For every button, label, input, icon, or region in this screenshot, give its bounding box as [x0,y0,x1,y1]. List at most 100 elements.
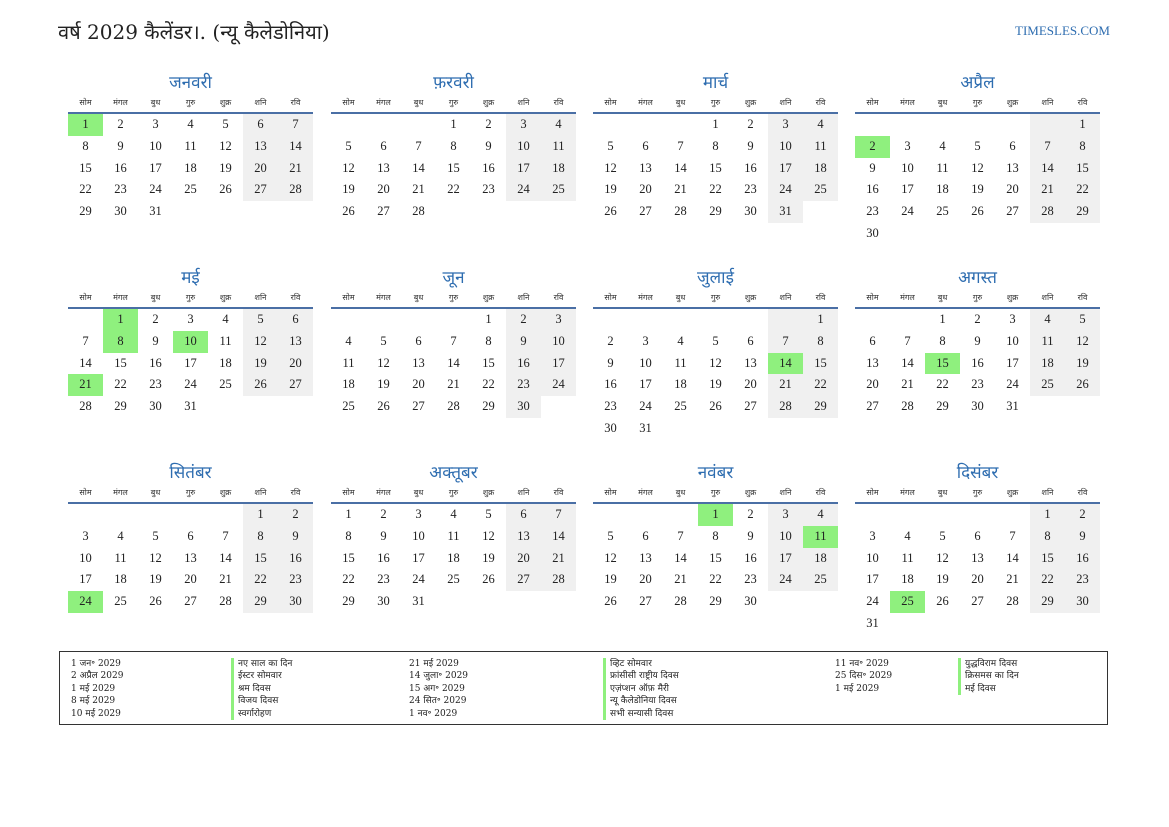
day-cell: 10 [541,330,576,353]
legend-holiday-name: व्हिट सोमवार [603,658,679,671]
day-grid: 1 2 3 4 5 6 7 8 9 10 11 12 13 14 15 16 17 18 19 20 21 22 23 24 2… [331,114,576,223]
empty-cell [995,114,1030,136]
weekday-label: सोम [79,98,92,107]
day-cell: 20 [866,377,879,392]
day-cell: 4 [187,117,194,131]
day-cell: 26 [377,399,390,414]
empty-cell [401,114,436,136]
day-cell: 2 [1065,504,1100,526]
month-block: मार्च सोम मंगल बुध गुरु शुक्र शनि रवि 1 2 3 4 5 6 7 8 9 1… [593,72,838,223]
empty-cell [593,114,628,136]
day-cell: 16 [149,355,162,370]
day-cell: 25 [674,399,687,414]
day-cell: 26 [149,594,162,609]
day-cell: 3 [1009,312,1016,326]
day-cell: 27 [412,399,425,414]
day-grid: 1 2 3 4 5 6 7 8 9 10 11 12 13 14 15 16 17 18 19 20 21 22 23 24 2… [593,504,838,613]
weekday-label: रवि [815,488,826,497]
day-cell: 18 [674,377,687,392]
legend-date: 11 नव॰ 2029 [835,659,889,669]
day-cell: 18 [219,355,232,370]
day-cell: 27 [184,594,197,609]
weekday-label: मंगल [900,293,915,302]
day-cell: 26 [709,399,722,414]
weekday-label: शुक्र [744,488,757,497]
day-cell: 18 [184,160,197,175]
day-cell: 9 [485,138,492,153]
holiday-day-cell: 2 [855,135,890,158]
day-cell: 12 [604,550,617,565]
day-cell: 8 [712,528,719,543]
day-cell: 26 [342,204,355,219]
day-cell: 15 [709,160,722,175]
weekday-label: शनि [1041,293,1054,302]
day-cell: 23 [377,572,390,587]
site-link[interactable]: TIMESLES.COM [1015,23,1110,38]
day-cell: 27 [243,179,278,202]
day-cell: 20 [278,352,313,375]
day-cell: 6 [243,114,278,136]
day-cell: 13 [278,330,313,353]
day-grid: 1 2 3 4 5 6 7 8 9 10 11 12 13 14 15 16 17 18 19 20 21 22 23 24 2… [68,114,313,223]
day-cell: 17 [149,160,162,175]
day-cell: 10 [901,160,914,175]
day-cell: 29 [936,399,949,414]
day-cell: 25 [219,377,232,392]
day-cell: 14 [541,525,576,548]
day-cell: 27 [971,594,984,609]
day-cell: 18 [803,547,838,570]
day-cell: 3 [415,507,422,521]
day-cell: 22 [114,377,127,392]
day-cell: 3 [152,117,159,131]
day-grid: 1 2 3 4 5 6 7 8 9 10 11 12 13 14 15 16 17 18 19 20 21 22 23 24 2… [593,114,838,223]
weekday-label: मंगल [900,488,915,497]
day-cell: 30 [744,594,757,609]
day-cell: 12 [377,355,390,370]
day-cell: 27 [1006,204,1019,219]
weekday-label: शुक्र [744,98,757,107]
day-cell: 24 [768,569,803,592]
day-cell: 20 [412,377,425,392]
weekday-header: सोम मंगल बुध गुरु शुक्र शनि रवि [855,484,1100,504]
day-cell: 14 [219,550,232,565]
day-cell: 4 [803,114,838,136]
day-cell: 24 [184,377,197,392]
weekday-label: सोम [342,98,355,107]
day-cell: 29 [709,594,722,609]
legend-holiday-name: मई दिवस [958,682,1019,696]
day-cell: 15 [447,160,460,175]
weekday-label: सोम [79,488,92,497]
weekday-label: मंगल [638,293,653,302]
day-cell: 23 [971,377,984,392]
day-cell: 14 [674,160,687,175]
holiday-day-cell: 25 [890,591,925,613]
month-name: अप्रैल [960,73,995,93]
day-cell: 4 [450,507,457,521]
day-cell: 7 [278,114,313,136]
weekday-label: गुरु [972,293,983,302]
day-cell: 29 [709,204,722,219]
empty-cell [890,114,925,136]
day-cell: 4 [345,333,352,348]
weekday-label: बुध [150,98,161,107]
weekday-label: गुरु [710,488,721,497]
legend-holiday-name: नए साल का दिन [231,658,292,671]
day-cell: 16 [278,547,313,570]
weekday-label: बुध [150,488,161,497]
day-cell: 3 [642,333,649,348]
day-cell: 27 [866,399,879,414]
empty-cell [138,504,173,526]
empty-cell [925,504,960,526]
empty-cell [593,504,628,526]
day-grid: 1 2 3 4 5 6 7 8 9 10 11 12 13 14 15 16 17 18 19 20 21 22 23 24 2… [68,309,313,418]
day-cell: 13 [412,355,425,370]
day-cell: 25 [1030,374,1065,397]
day-cell: 6 [747,333,754,348]
day-cell: 1 [243,504,278,526]
day-cell: 30 [149,399,162,414]
day-cell: 28 [278,179,313,202]
day-cell: 17 [901,182,914,197]
day-cell: 2 [607,333,614,348]
day-cell: 1 [1065,114,1100,136]
day-cell: 17 [184,355,197,370]
